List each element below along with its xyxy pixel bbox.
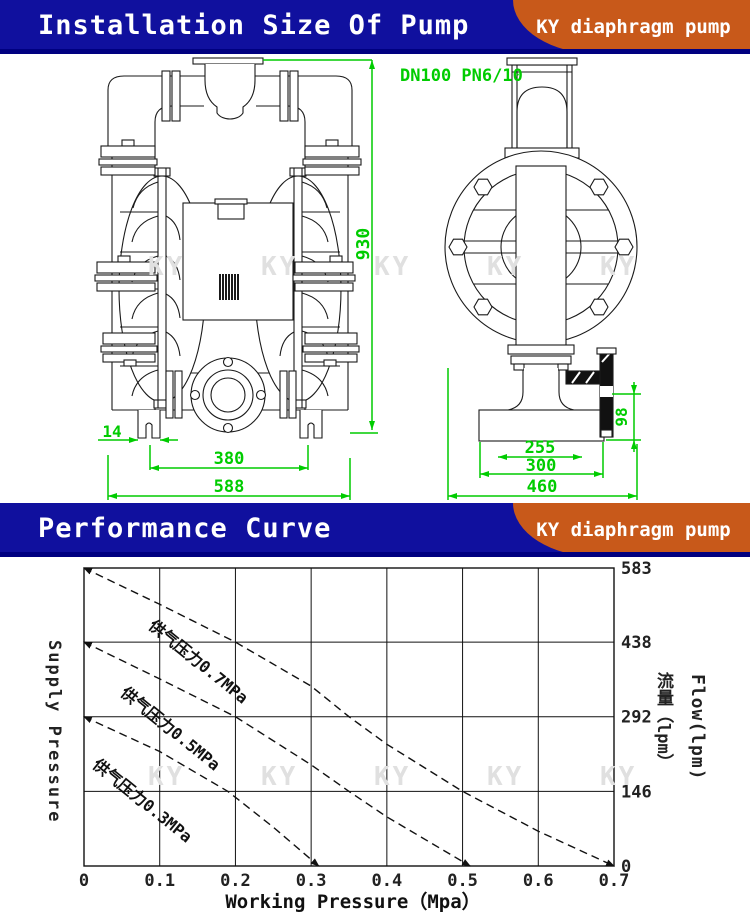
dim-380: 380	[214, 449, 245, 469]
dim-588: 588	[214, 477, 245, 497]
x-tick-label: 0.6	[523, 871, 554, 891]
flange-spec-label: DN100 PN6/10	[400, 66, 523, 86]
housing-bolts	[448, 178, 634, 316]
y-tick-label: 146	[621, 782, 652, 802]
bottom-flange-circle	[189, 356, 267, 434]
y-tick-label: 438	[621, 633, 652, 653]
x-tick-label: 0.1	[144, 871, 175, 891]
x-tick-label: 0.7	[599, 871, 630, 891]
air-muffler	[565, 347, 617, 438]
brand-badge: KY diaphragm pump	[536, 16, 731, 38]
header-bottom-border	[0, 49, 750, 54]
y-axis-label-right-cn: 流量（lpm）	[653, 672, 673, 771]
pipe-clamps-top	[161, 70, 299, 122]
y-axis-label-right-en: Flow(lpm)	[687, 674, 708, 781]
dim-255: 255	[525, 438, 556, 458]
curve-label: 供气压力0.5MPa	[116, 682, 223, 774]
x-tick-label: 0.5	[447, 871, 478, 891]
dim-460: 460	[527, 477, 558, 497]
dim-14: 14	[102, 422, 121, 441]
performance-curve	[82, 641, 472, 867]
vertical-pipe	[515, 165, 567, 347]
muffler-vents	[219, 274, 239, 300]
base-plate	[478, 409, 605, 442]
feet	[137, 410, 323, 439]
x-tick-label: 0.2	[220, 871, 251, 891]
dimension-annotations	[98, 59, 641, 500]
performance-curve	[82, 716, 320, 867]
installation-header: Installation Size Of Pump KY diaphragm p…	[0, 0, 750, 54]
pump-drawing: DN100 PN6/10 930 14 380 588 98 255 300 4…	[94, 57, 641, 500]
dimension-labels: DN100 PN6/10 930 14 380 588 98 255 300 4…	[102, 66, 631, 497]
badge-blob	[513, 503, 750, 557]
center-body	[182, 198, 294, 321]
side-view	[444, 57, 638, 442]
dim-300: 300	[526, 456, 557, 476]
y-axis-label-left: Supply Pressure	[44, 640, 64, 824]
x-axis-label: Working Pressure（Mpa）	[225, 890, 480, 913]
performance-header: Performance Curve KY diaphragm pump	[0, 503, 750, 557]
x-tick-label: 0.4	[371, 871, 402, 891]
header-bottom-border	[0, 552, 750, 557]
front-view	[94, 57, 362, 439]
performance-title: Performance Curve	[38, 513, 332, 544]
badge-blob	[513, 0, 750, 54]
flange-stacks	[94, 139, 362, 367]
y-tick-label: 292	[621, 708, 652, 728]
x-tick-label: 0	[79, 871, 89, 891]
dim-98: 98	[612, 407, 631, 426]
y-tick-label: 583	[621, 559, 652, 579]
brand-badge: KY diaphragm pump	[536, 519, 731, 541]
dim-930: 930	[353, 228, 374, 261]
x-tick-label: 0.3	[296, 871, 327, 891]
y-tick-label: 0	[621, 857, 631, 877]
installation-title: Installation Size Of Pump	[38, 10, 470, 41]
performance-chart: 0 0.1 0.2 0.3 0.4 0.5 0.6 0.7 583 438 292 146 0 Worki…	[79, 559, 652, 913]
pipe-clamps-bottom	[165, 370, 297, 419]
curve-label: 供气压力0.3MPa	[88, 754, 195, 846]
